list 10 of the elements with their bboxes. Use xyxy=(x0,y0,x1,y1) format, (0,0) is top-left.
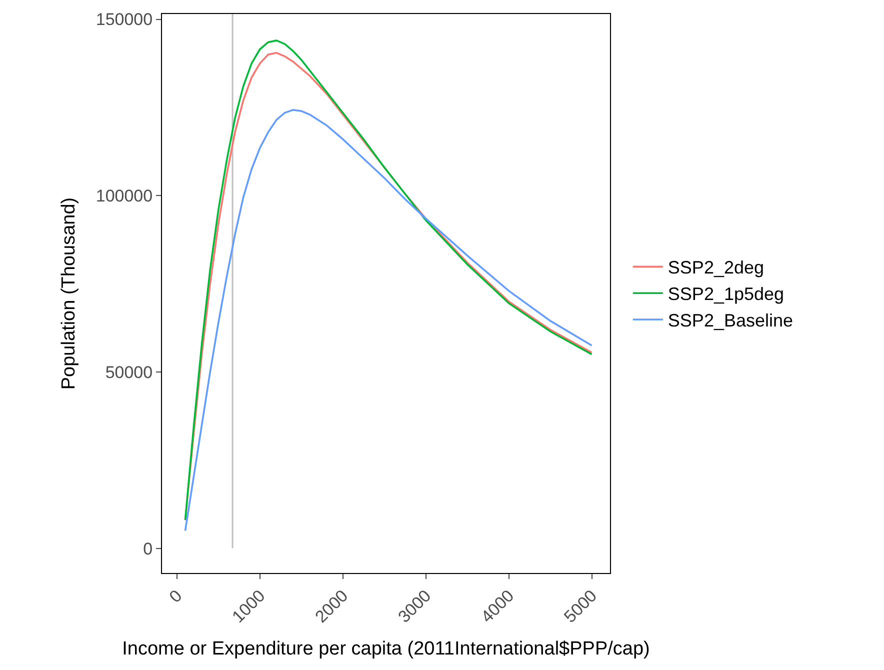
y-tick-label: 150000 xyxy=(96,10,153,30)
legend-label: SSP2_2deg xyxy=(668,258,764,278)
y-axis-title: Population (Thousand) xyxy=(58,197,80,390)
legend-label: SSP2_1p5deg xyxy=(668,284,784,304)
y-tick-label: 50000 xyxy=(105,362,153,382)
y-tick-label: 100000 xyxy=(96,186,153,206)
legend-label: SSP2_Baseline xyxy=(668,310,794,331)
x-axis-title: Income or Expenditure per capita (2011International$PPP/cap) xyxy=(122,638,650,660)
y-tick-label: 0 xyxy=(143,539,153,558)
x-tick-label: 0 xyxy=(166,586,186,606)
